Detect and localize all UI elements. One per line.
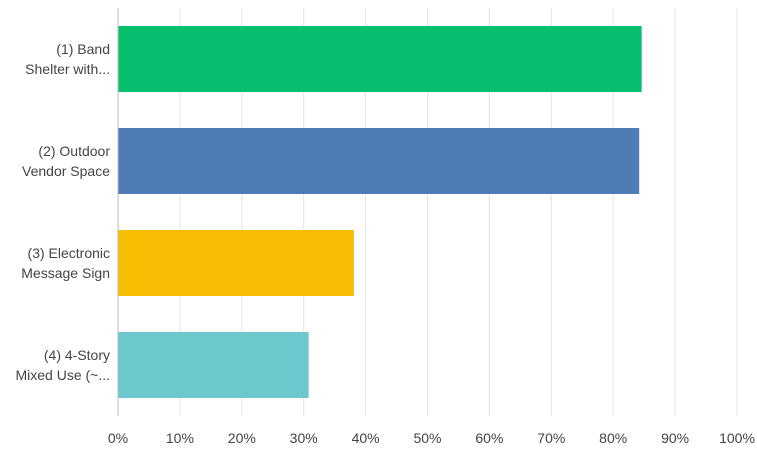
category-label: Vendor Space <box>22 163 110 179</box>
x-tick-label: 70% <box>537 430 565 446</box>
category-label: Message Sign <box>21 265 110 281</box>
category-labels: (1) Band Shelter with... (2) Outdoor Vendor… <box>15 41 110 383</box>
x-tick-label: 90% <box>661 430 689 446</box>
x-tick-label: 20% <box>228 430 256 446</box>
bar <box>118 230 354 296</box>
x-tick-label: 60% <box>475 430 503 446</box>
bar <box>118 128 640 194</box>
x-tick-label: 0% <box>108 430 128 446</box>
category-label: (1) Band <box>56 41 110 57</box>
x-tick-label: 100% <box>719 430 755 446</box>
category-label: (3) Electronic <box>28 245 110 261</box>
bars <box>118 26 642 398</box>
x-tick-label: 50% <box>413 430 441 446</box>
x-tick-label: 30% <box>290 430 318 446</box>
x-tick-label: 40% <box>352 430 380 446</box>
bar <box>118 26 642 92</box>
x-tick-label: 80% <box>599 430 627 446</box>
bar <box>118 332 309 398</box>
x-tick-labels: 0% 10% 20% 30% 40% 50% 60% 70% 80% 90% 100% <box>108 430 755 446</box>
x-tick-label: 10% <box>166 430 194 446</box>
category-label: Mixed Use (~... <box>15 367 110 383</box>
category-label: (2) Outdoor <box>38 143 110 159</box>
category-label: (4) 4-Story <box>44 347 110 363</box>
category-label: Shelter with... <box>25 61 110 77</box>
